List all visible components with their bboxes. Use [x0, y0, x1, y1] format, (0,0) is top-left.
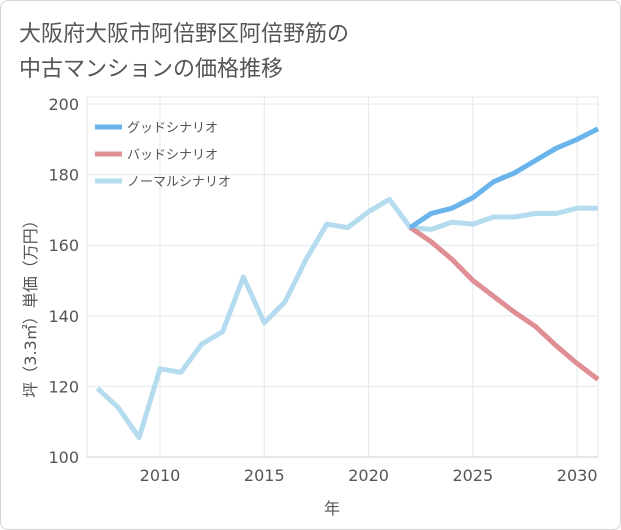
series-line-good — [408, 126, 600, 230]
chart-title-line-1: 大阪府大阪市阿倍野区阿倍野筋の — [19, 22, 350, 47]
chart-title-line-2: 中古マンションの価格推移 — [19, 57, 284, 82]
x-tick-label: 2010 — [140, 466, 181, 485]
series-line-normal — [95, 196, 598, 441]
legend-label: グッドシナリオ — [127, 121, 218, 136]
axes: 100 120 140 160 180 200 2010 2015 2020 2025 2030 — [48, 95, 598, 485]
x-axis-label: 年 — [324, 499, 340, 518]
x-tick-label: 2015 — [244, 466, 285, 485]
y-tick-label: 100 — [48, 448, 79, 467]
legend-label: ノーマルシナリオ — [127, 175, 231, 190]
y-axis-label: 坪（3.3㎡）単価（万円） — [21, 212, 40, 397]
y-tick-label: 120 — [48, 377, 79, 396]
y-tick-label: 200 — [48, 95, 79, 114]
x-tick-label: 2030 — [557, 466, 598, 485]
chart-title: 大阪府大阪市阿倍野区阿倍野筋の 中古マンションの価格推移 — [19, 17, 349, 87]
series-layer — [95, 126, 600, 441]
y-tick-label: 180 — [48, 166, 79, 185]
x-tick-label: 2025 — [452, 466, 493, 485]
x-tick-label: 2020 — [348, 466, 389, 485]
y-tick-label: 140 — [48, 307, 79, 326]
series-line-bad — [408, 225, 600, 382]
y-tick-label: 160 — [48, 236, 79, 255]
legend-label: バッドシナリオ — [127, 148, 218, 163]
